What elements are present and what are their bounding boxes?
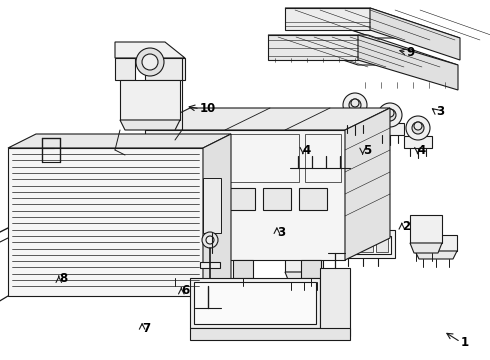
Polygon shape <box>370 8 460 60</box>
Text: 8: 8 <box>59 273 67 285</box>
Circle shape <box>343 93 367 117</box>
Text: 10: 10 <box>200 102 216 115</box>
Polygon shape <box>285 8 370 30</box>
Polygon shape <box>165 260 185 278</box>
Polygon shape <box>190 328 350 340</box>
Polygon shape <box>299 188 327 210</box>
Polygon shape <box>155 188 183 210</box>
Bar <box>346 238 358 252</box>
Polygon shape <box>233 260 253 278</box>
Circle shape <box>206 236 214 244</box>
Text: 7: 7 <box>142 322 150 335</box>
Circle shape <box>414 122 422 130</box>
Polygon shape <box>145 58 185 80</box>
Text: 1: 1 <box>461 336 469 348</box>
Text: 3: 3 <box>436 105 444 118</box>
Polygon shape <box>410 215 442 243</box>
Polygon shape <box>200 262 220 268</box>
Polygon shape <box>415 235 457 251</box>
Text: 3: 3 <box>277 226 285 239</box>
Text: 5: 5 <box>363 144 371 157</box>
Bar <box>149 134 221 182</box>
Bar <box>290 130 350 156</box>
Polygon shape <box>340 230 395 258</box>
Polygon shape <box>320 268 350 336</box>
Text: 4: 4 <box>417 144 426 157</box>
Polygon shape <box>120 80 180 120</box>
Polygon shape <box>285 240 323 272</box>
Polygon shape <box>263 188 291 210</box>
Circle shape <box>46 167 56 177</box>
Polygon shape <box>191 188 219 210</box>
Polygon shape <box>285 272 323 282</box>
Circle shape <box>349 99 361 111</box>
Circle shape <box>351 99 359 107</box>
Polygon shape <box>115 58 135 80</box>
Circle shape <box>412 122 424 134</box>
Bar <box>203 178 221 233</box>
Polygon shape <box>301 260 321 278</box>
Text: 6: 6 <box>181 284 190 297</box>
Bar <box>361 238 373 252</box>
Bar <box>376 238 388 252</box>
Polygon shape <box>120 120 180 130</box>
Polygon shape <box>410 243 442 253</box>
Polygon shape <box>268 35 358 60</box>
Circle shape <box>386 109 394 117</box>
Polygon shape <box>358 35 458 90</box>
Circle shape <box>202 232 218 248</box>
Circle shape <box>136 48 164 76</box>
Text: 9: 9 <box>407 46 415 59</box>
Polygon shape <box>115 42 185 58</box>
Polygon shape <box>8 134 231 148</box>
Circle shape <box>406 116 430 140</box>
Polygon shape <box>268 35 458 65</box>
Circle shape <box>142 54 158 70</box>
Polygon shape <box>8 148 203 296</box>
Polygon shape <box>145 108 390 130</box>
Circle shape <box>384 109 396 121</box>
Polygon shape <box>285 8 460 38</box>
Polygon shape <box>376 123 404 135</box>
Polygon shape <box>415 251 457 259</box>
Polygon shape <box>345 108 390 260</box>
Polygon shape <box>190 278 320 328</box>
Polygon shape <box>404 136 432 148</box>
Text: 2: 2 <box>402 220 410 233</box>
Circle shape <box>378 103 402 127</box>
Polygon shape <box>227 188 255 210</box>
Bar <box>294 134 346 152</box>
Polygon shape <box>194 282 316 324</box>
Text: 4: 4 <box>303 144 311 157</box>
Bar <box>305 134 341 182</box>
Polygon shape <box>341 113 369 125</box>
Polygon shape <box>145 130 345 260</box>
Bar <box>227 134 299 182</box>
Polygon shape <box>203 134 231 296</box>
Polygon shape <box>344 236 391 254</box>
